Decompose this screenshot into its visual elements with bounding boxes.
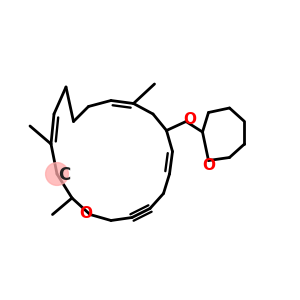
Text: C: C [58,167,70,184]
Text: O: O [183,112,196,127]
Text: O: O [79,206,92,220]
Text: O: O [202,158,215,172]
Circle shape [46,163,68,185]
